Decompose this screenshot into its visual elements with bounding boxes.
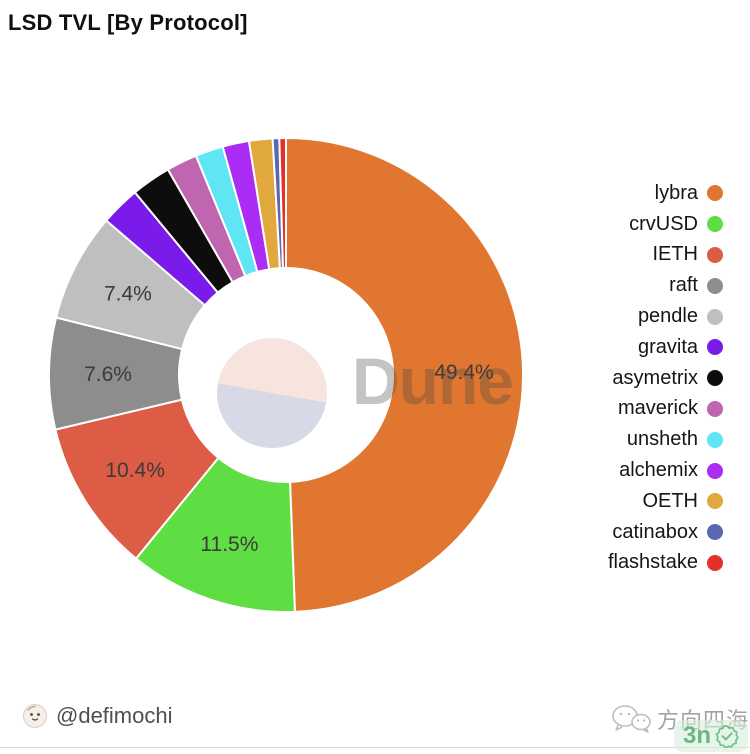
- legend-dot: [707, 370, 723, 387]
- legend-item-OETH[interactable]: OETH: [608, 486, 723, 517]
- legend-dot: [707, 554, 723, 571]
- legend-dot: [707, 246, 723, 263]
- footer-divider: [0, 747, 750, 748]
- legend-item-unsheth[interactable]: unsheth: [608, 424, 723, 455]
- legend-item-raft[interactable]: raft: [608, 270, 723, 301]
- center-logo-icon: [217, 338, 327, 448]
- legend-label: flashstake: [607, 551, 698, 574]
- legend-dot: [707, 493, 723, 510]
- legend-label: maverick: [617, 397, 698, 420]
- footer-author: @defimochi: [22, 703, 173, 729]
- slice-label-raft: 7.6%: [84, 363, 132, 386]
- legend-label: asymetrix: [612, 366, 698, 389]
- legend-dot: [707, 462, 723, 479]
- badge-text: 3n: [682, 722, 711, 749]
- legend-label: gravita: [637, 335, 698, 358]
- legend-dot: [707, 216, 723, 233]
- legend: lybra crvUSD IETH raft pendle gravita asymetri…: [608, 178, 723, 578]
- legend-item-gravita[interactable]: gravita: [608, 332, 723, 363]
- legend-dot: [707, 308, 723, 325]
- badge-check-icon: [715, 724, 739, 748]
- slice-label-lybra: 49.4%: [434, 361, 494, 384]
- legend-label: raft: [669, 274, 698, 297]
- author-handle: @defimochi: [56, 703, 173, 728]
- legend-label: unsheth: [626, 428, 698, 451]
- legend-label: IETH: [652, 243, 698, 266]
- legend-dot: [707, 185, 723, 202]
- legend-dot: [707, 431, 723, 448]
- slice-flashstake[interactable]: [278, 137, 287, 270]
- legend-item-maverick[interactable]: maverick: [608, 394, 723, 425]
- legend-item-IETH[interactable]: IETH: [608, 240, 723, 271]
- slice-crvUSD[interactable]: [135, 456, 296, 613]
- legend-label: lybra: [654, 181, 698, 204]
- slice-label-crvUSD: 11.5%: [200, 533, 258, 556]
- legend-label: alchemix: [619, 459, 698, 482]
- legend-dot: [707, 277, 723, 294]
- legend-item-alchemix[interactable]: alchemix: [608, 455, 723, 486]
- legend-dot: [707, 524, 723, 541]
- footer-badge: 3n: [673, 720, 748, 752]
- slice-lybra[interactable]: [285, 137, 524, 613]
- author-avatar: [22, 703, 48, 729]
- legend-item-lybra[interactable]: lybra: [608, 178, 723, 209]
- legend-item-flashstake[interactable]: flashstake: [608, 548, 723, 579]
- legend-dot: [707, 339, 723, 356]
- legend-item-catinabox[interactable]: catinabox: [608, 517, 723, 548]
- legend-label: crvUSD: [629, 212, 698, 235]
- slice-label-IETH: 10.4%: [105, 459, 165, 482]
- slice-label-pendle: 7.4%: [104, 283, 152, 306]
- legend-item-pendle[interactable]: pendle: [608, 301, 723, 332]
- wechat-icon: [610, 703, 652, 735]
- legend-label: catinabox: [612, 520, 698, 543]
- legend-label: pendle: [637, 305, 698, 328]
- chart-title: LSD TVL [By Protocol]: [8, 10, 248, 35]
- legend-label: OETH: [642, 489, 698, 512]
- legend-dot: [707, 400, 723, 417]
- legend-item-crvUSD[interactable]: crvUSD: [608, 209, 723, 240]
- legend-item-asymetrix[interactable]: asymetrix: [608, 363, 723, 394]
